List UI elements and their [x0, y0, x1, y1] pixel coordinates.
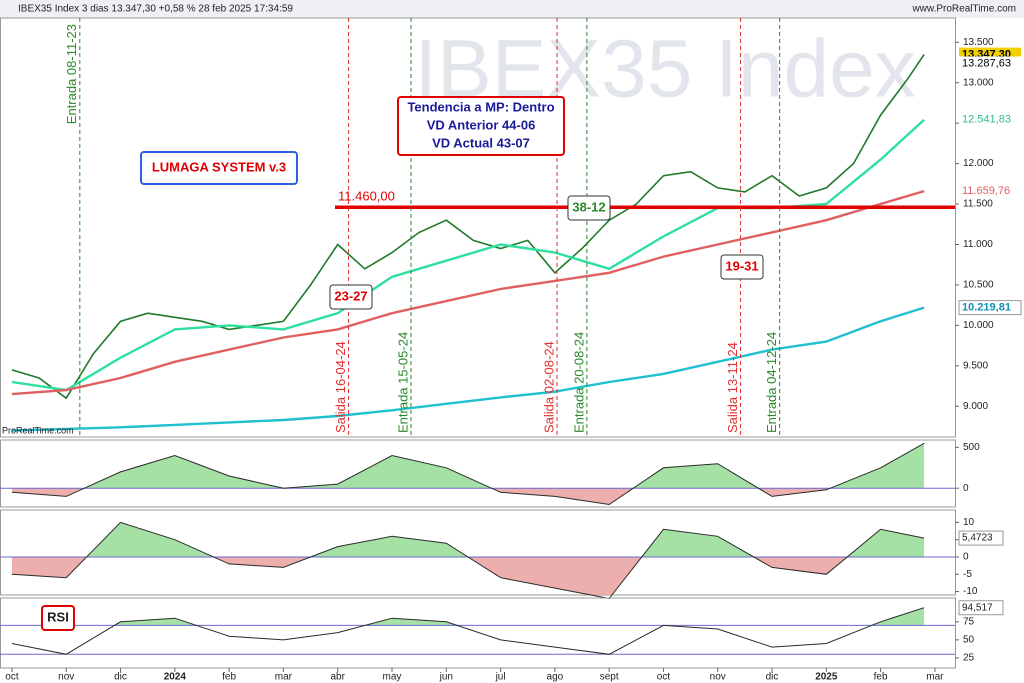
x-tick-label: may — [383, 672, 402, 683]
indicator-line — [11, 521, 925, 600]
price-label-box — [959, 184, 1021, 199]
x-tick-label: oct — [657, 672, 671, 683]
x-tick-label: 2024 — [164, 672, 187, 683]
line-series — [11, 306, 925, 432]
x-tick-label: jun — [439, 672, 453, 683]
area-positive — [11, 443, 925, 489]
x-tick-label: feb — [874, 672, 888, 683]
header-site: www.ProRealTime.com — [911, 4, 1016, 15]
x-tick-label: nov — [710, 672, 726, 683]
y-tick-label: 13.000 — [963, 77, 994, 88]
y-tick-label: 75 — [963, 616, 975, 627]
y-tick-label: 10 — [963, 517, 975, 528]
indicator-line — [11, 607, 925, 655]
signal-label: Salida 02-08-24 — [541, 341, 556, 433]
y-tick-label: -5 — [963, 569, 972, 580]
price-label: 13.287,63 — [962, 57, 1011, 69]
y-tick-label: 10.500 — [963, 280, 994, 291]
y-tick-label: 13.500 — [963, 37, 994, 48]
signal-label: Entrada 08-11-23 — [64, 24, 79, 124]
last-value-box — [958, 600, 1004, 616]
system-label: LUMAGA SYSTEM v.3 — [152, 159, 286, 174]
annotation: 23-27 — [334, 288, 367, 303]
x-tick-label: sept — [600, 672, 619, 683]
x-tick-label: dic — [766, 672, 779, 683]
x-tick-label: dic — [114, 672, 127, 683]
y-tick-label: 10.000 — [963, 320, 994, 331]
trend-line: Tendencia a MP: Dentro — [407, 99, 554, 114]
y-tick-label: -10 — [963, 586, 978, 597]
line-series — [11, 54, 925, 400]
x-tick-label: feb — [222, 672, 236, 683]
price-label: 12.541,83 — [962, 114, 1011, 126]
x-tick-label: abr — [330, 672, 345, 683]
signal-label: Salida 13-11-24 — [725, 342, 740, 433]
rsi-box — [41, 605, 75, 631]
x-tick-label: oct — [5, 672, 19, 683]
price-label: 11.659,76 — [962, 185, 1010, 197]
area-negative — [11, 488, 831, 505]
last-value-box — [958, 530, 1004, 546]
y-tick-label: 0 — [963, 552, 969, 563]
y-tick-label: 50 — [963, 634, 975, 645]
annotation-box — [329, 284, 373, 310]
panel-frame — [0, 509, 956, 596]
signal-label: Entrada 04-12-24 — [764, 332, 779, 433]
y-tick-label: 9.000 — [963, 401, 988, 412]
trend-box — [397, 96, 565, 156]
price-label-box — [959, 56, 1021, 71]
trend-line: VD Actual 43-07 — [432, 135, 530, 150]
x-tick-label: jul — [495, 672, 506, 683]
price-label-box — [958, 300, 1022, 316]
annotation-box — [720, 254, 764, 280]
y-tick-label: 500 — [963, 442, 980, 453]
line-series — [11, 189, 925, 396]
system-box — [140, 151, 298, 185]
area-negative — [11, 556, 925, 596]
header-title: IBEX35 Index 3 dias 13.347,30 +0,58 % 28… — [18, 4, 293, 15]
x-tick-label: ago — [547, 672, 564, 683]
y-tick-label: 11.500 — [963, 199, 993, 210]
y-tick-label: 12.000 — [963, 158, 994, 169]
indicator-line — [11, 442, 925, 506]
y-tick-label: 11.000 — [963, 239, 993, 250]
header-bar — [0, 0, 1024, 18]
last-value-label: 94,517 — [962, 602, 993, 613]
y-tick-label: 0 — [963, 483, 969, 494]
annotation: 19-31 — [725, 258, 758, 273]
x-tick-label: nov — [58, 672, 74, 683]
x-tick-label: mar — [926, 672, 944, 683]
x-tick-label: 2025 — [815, 672, 838, 683]
panel-frame — [0, 439, 956, 508]
panel-frame — [0, 17, 956, 438]
y-tick-label: 25 — [963, 653, 975, 664]
price-label: 10.219,81 — [962, 302, 1011, 314]
panel-frame — [0, 597, 956, 669]
area-positive — [114, 607, 925, 626]
annotation-box — [567, 195, 611, 221]
x-tick-label: mar — [275, 672, 293, 683]
signal-label: Entrada 15-05-24 — [395, 332, 410, 433]
area-positive — [86, 522, 925, 557]
trend-line: VD Anterior 44-06 — [427, 117, 536, 132]
source-label: ProRealTime.com — [2, 425, 74, 435]
price-label-box — [959, 112, 1021, 127]
level-label: 11.460,00 — [338, 189, 395, 204]
annotation: 38-12 — [572, 199, 605, 214]
signal-label: Entrada 20-08-24 — [571, 332, 586, 433]
last-value-label: 5,4723 — [962, 533, 993, 544]
signal-label: Salida 16-04-24 — [333, 341, 348, 433]
y-tick-label: 9.500 — [963, 360, 988, 371]
rsi-label: RSI — [47, 609, 69, 624]
